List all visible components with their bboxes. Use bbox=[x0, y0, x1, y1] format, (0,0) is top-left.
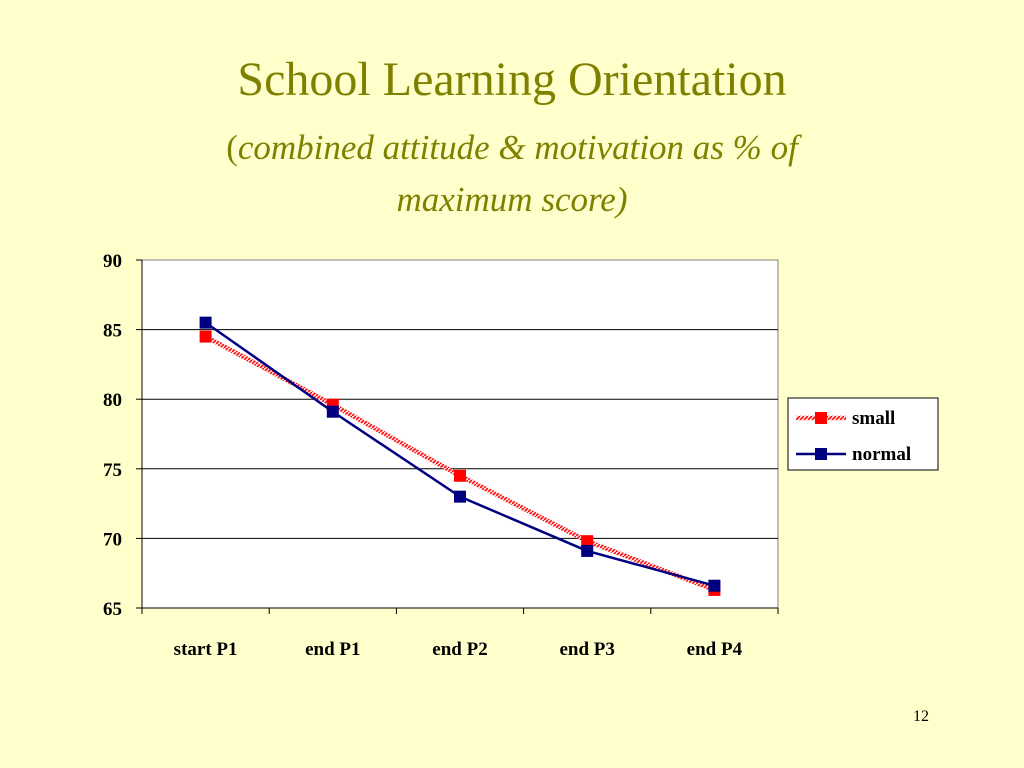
y-tick-label: 65 bbox=[103, 599, 122, 620]
slide-title: School Learning Orientation bbox=[237, 53, 787, 106]
chart-legend: small normal bbox=[787, 397, 939, 471]
y-tick-label: 75 bbox=[103, 460, 122, 481]
legend-marker-small bbox=[815, 412, 827, 424]
x-tick-label: end P4 bbox=[687, 639, 743, 660]
y-tick-label: 80 bbox=[103, 390, 122, 411]
data-point-small bbox=[199, 330, 212, 343]
legend-label-normal: normal bbox=[852, 444, 911, 465]
legend-marker-normal bbox=[815, 448, 827, 460]
data-point-small bbox=[454, 469, 466, 482]
legend-box bbox=[787, 397, 939, 471]
data-point-normal bbox=[326, 405, 339, 418]
plot-area bbox=[141, 259, 779, 609]
x-tick-label: end P1 bbox=[305, 639, 360, 660]
page-number: 12 bbox=[913, 708, 929, 725]
slide-subtitle: (combined attitude & motivation as % of … bbox=[212, 122, 812, 226]
subtitle-text: combined attitude & motivation as % of m… bbox=[237, 128, 798, 219]
x-tick-label: end P2 bbox=[432, 639, 487, 660]
data-point-normal bbox=[199, 316, 212, 329]
data-point-normal bbox=[581, 544, 594, 557]
data-point-normal bbox=[454, 490, 466, 503]
y-tick-label: 85 bbox=[103, 321, 122, 342]
x-tick-label: end P3 bbox=[559, 639, 614, 660]
y-tick-label: 90 bbox=[103, 251, 122, 272]
legend-label-small: small bbox=[852, 408, 895, 429]
data-point-small bbox=[581, 535, 594, 548]
x-tick-label: start P1 bbox=[174, 639, 238, 660]
subtitle-open-paren: ( bbox=[226, 128, 238, 167]
data-point-normal bbox=[708, 579, 721, 592]
y-tick-label: 70 bbox=[103, 529, 122, 550]
